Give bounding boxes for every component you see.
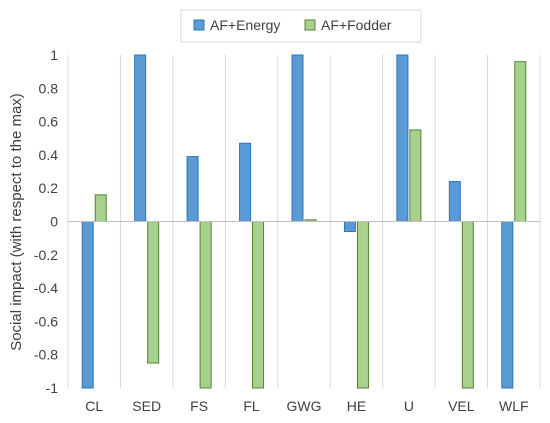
bar-af-energy-fs [186,156,199,222]
bar-af-fodder-fl [252,221,265,389]
legend-swatch-af-energy [193,19,205,31]
legend-box [180,9,422,43]
category-label: U [404,398,414,414]
bar-af-fodder-cl [94,194,107,222]
y-tick-label: 0 [50,214,58,230]
legend-label-af-fodder: AF+Fodder [321,17,392,33]
category-label: SED [132,398,161,414]
bar-af-fodder-fs [199,221,212,389]
bar-af-fodder-wlf [514,61,527,222]
bar-af-energy-sed [134,54,147,222]
y-tick-label: 0.4 [39,147,59,163]
category-label: GWG [287,398,322,414]
bar-af-fodder-vel [461,221,474,389]
bar-af-fodder-he [356,221,369,389]
category-label: FL [243,398,260,414]
y-tick-label: 0.2 [39,180,59,196]
y-axis-label: Social impact (with respect to the max) [8,93,25,351]
y-tick-label: -0.2 [34,247,58,263]
bar-af-energy-u [396,54,409,222]
category-label: FS [190,398,208,414]
bar-af-fodder-sed [147,221,160,364]
category-label: WLF [499,398,529,414]
x-axis-category-labels: CL SED FS FL GWG HE U VEL WLF [85,398,528,414]
y-tick-label: -0.4 [34,280,58,296]
legend: AF+Energy AF+Fodder [180,9,422,43]
y-tick-label: 0.6 [39,114,59,130]
bar-af-energy-cl [81,221,94,389]
y-axis-tick-labels: -1 -0.8 -0.6 -0.4 -0.2 0 0.2 0.4 0.6 0.8 1 [34,47,58,396]
bar-af-energy-gwg [291,54,304,222]
y-tick-label: 0.8 [39,80,59,96]
bar-af-energy-he [343,221,356,232]
bar-af-energy-vel [448,181,461,222]
category-label: HE [347,398,366,414]
y-tick-label: -1 [46,380,59,396]
bars [81,54,527,389]
bar-af-energy-wlf [501,221,514,389]
legend-label-af-energy: AF+Energy [210,17,280,33]
category-label: VEL [448,398,475,414]
bar-af-fodder-u [409,129,422,222]
y-tick-label: -0.6 [34,313,58,329]
bar-af-energy-fl [239,142,252,222]
y-tick-label: 1 [50,47,58,63]
legend-swatch-af-fodder [304,19,316,31]
category-label: CL [85,398,103,414]
y-tick-label: -0.8 [34,347,58,363]
